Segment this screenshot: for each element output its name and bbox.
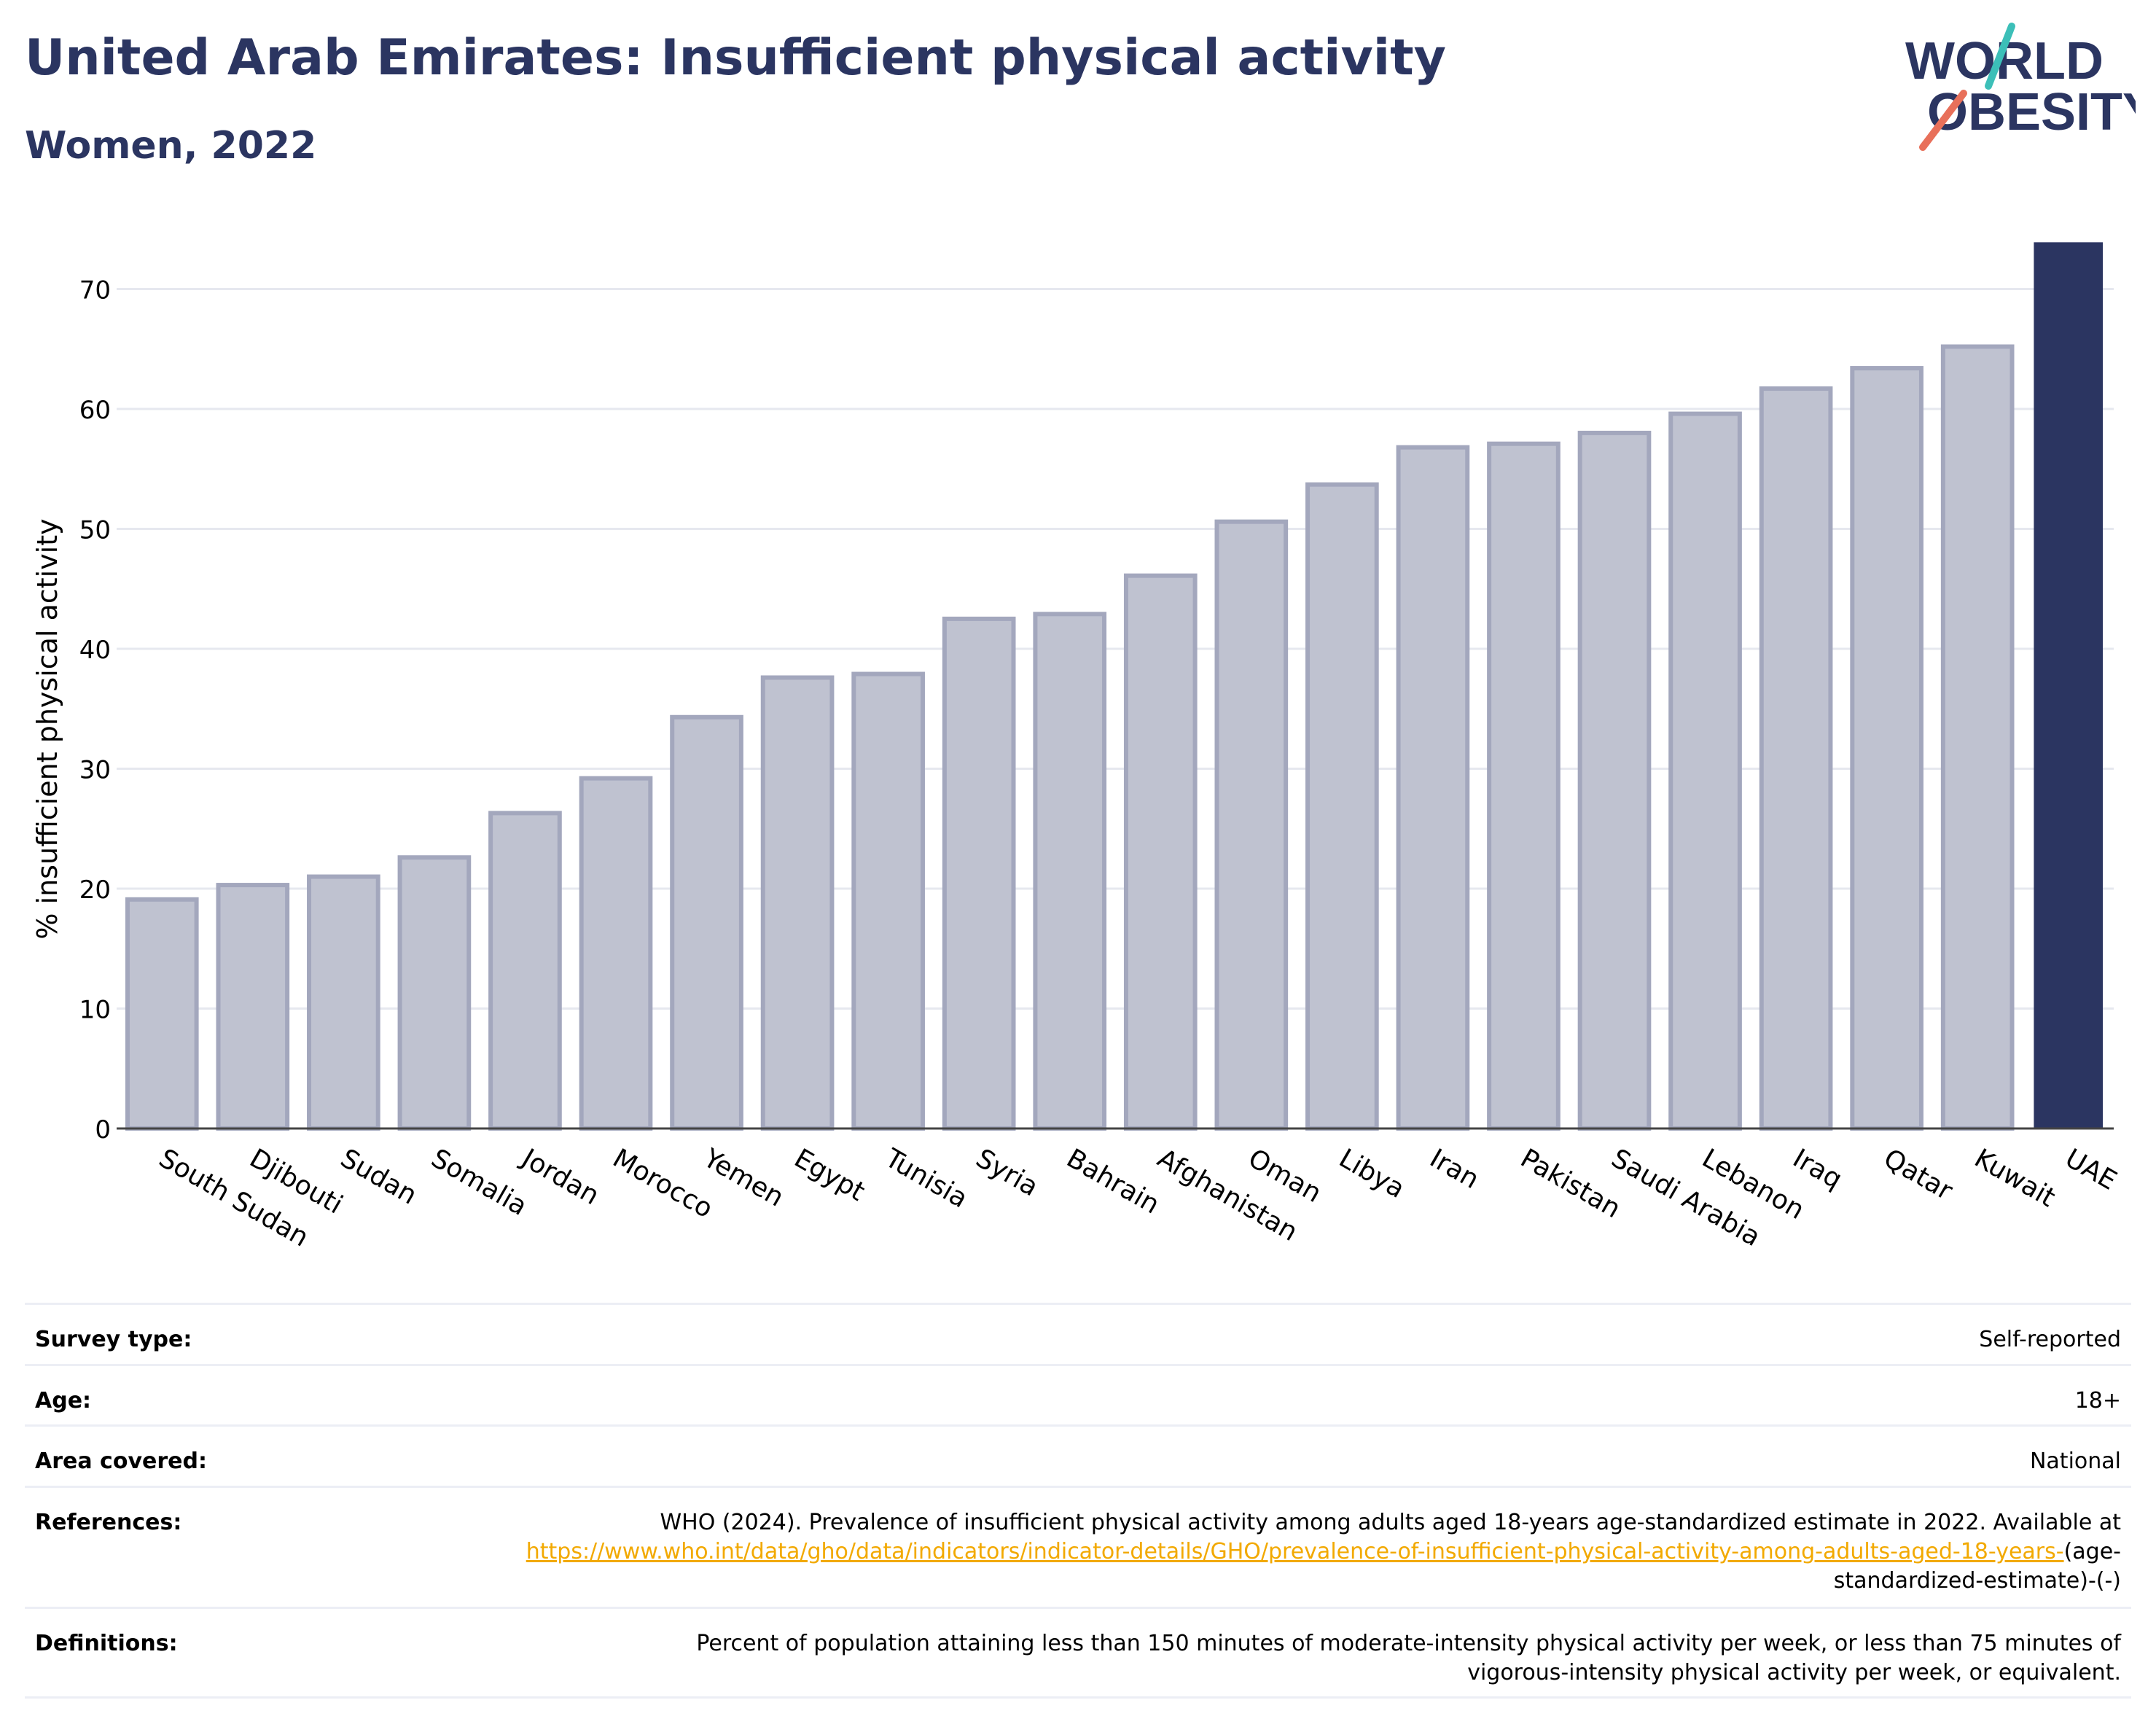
x-tick-label: Pakistan	[1515, 1143, 1625, 1224]
bar-somalia[interactable]	[397, 855, 472, 1131]
x-tick-label: South Sudan	[154, 1143, 313, 1252]
bar-qatar[interactable]	[1850, 366, 1923, 1131]
references-label: References:	[35, 1510, 182, 1535]
bar-djibouti[interactable]	[216, 883, 290, 1131]
area-covered-value: National	[2029, 1449, 2121, 1474]
x-tick-label: Somalia	[426, 1143, 532, 1222]
chart-subtitle: Women, 2022	[25, 124, 317, 168]
info-row-age: Age: 18+	[25, 1364, 2131, 1424]
references-link[interactable]: https://www.who.int/data/gho/data/indica…	[526, 1539, 2064, 1564]
bar-lebanon[interactable]	[1668, 411, 1742, 1131]
bar-libya[interactable]	[1305, 482, 1379, 1131]
bar-afghanistan[interactable]	[1123, 573, 1198, 1131]
age-label: Age:	[35, 1388, 92, 1414]
y-tick-label: 40	[79, 636, 111, 665]
logo-stroke-teal	[1985, 23, 2015, 90]
y-tick-label: 70	[79, 276, 111, 305]
bar-pakistan[interactable]	[1487, 441, 1561, 1131]
age-value: 18+	[2074, 1388, 2121, 1414]
x-tick-label: Qatar	[1878, 1143, 1957, 1206]
info-row-definitions: Definitions: Percent of population attai…	[25, 1607, 2131, 1699]
y-tick-label: 0	[95, 1115, 111, 1145]
x-tick-label: Iraq	[1788, 1143, 1847, 1195]
bar-oman[interactable]	[1214, 519, 1289, 1131]
bar-bahrain[interactable]	[1033, 612, 1107, 1131]
bar-morocco[interactable]	[579, 776, 653, 1131]
info-table: Survey type: Self-reported Age: 18+ Area…	[25, 1303, 2131, 1699]
x-tick-label: Tunisia	[879, 1143, 972, 1214]
bar-kuwait[interactable]	[1940, 344, 2015, 1131]
x-tick-label: Sudan	[335, 1143, 422, 1210]
bar-syria[interactable]	[942, 616, 1016, 1131]
definitions-value: Percent of population attaining less tha…	[696, 1631, 2121, 1685]
survey-type-label: Survey type:	[35, 1327, 192, 1352]
bar-egypt[interactable]	[760, 675, 835, 1131]
bar-iran[interactable]	[1396, 445, 1470, 1131]
bar-uae[interactable]	[2034, 242, 2104, 1129]
x-tick-label: Kuwait	[1969, 1143, 2061, 1213]
y-tick-label: 50	[79, 516, 111, 545]
bars	[117, 242, 2114, 1131]
logo-text-obesity: OBESITY	[1927, 83, 2136, 141]
references-value: WHO (2024). Prevalence of insufficient p…	[517, 1488, 2121, 1607]
info-row-survey-type: Survey type: Self-reported	[25, 1303, 2131, 1364]
references-text: WHO (2024). Prevalence of insufficient p…	[660, 1510, 2121, 1535]
y-tick-label: 10	[79, 996, 111, 1025]
x-tick-label: Bahrain	[1061, 1143, 1164, 1220]
bar-saudi-arabia[interactable]	[1577, 430, 1652, 1131]
y-tick-label: 30	[79, 756, 111, 785]
bar-south-sudan[interactable]	[125, 897, 199, 1131]
definitions-label: Definitions:	[35, 1631, 178, 1656]
y-tick-label: 60	[79, 396, 111, 425]
x-tick-label: Iran	[1425, 1143, 1484, 1195]
y-tick-labels: 0 10 20 30 40 50 60 70	[79, 276, 111, 1145]
x-tick-label: UAE	[2060, 1143, 2121, 1196]
info-row-references: References: WHO (2024). Prevalence of in…	[25, 1486, 2131, 1607]
chart-title: United Arab Emirates: Insufficient physi…	[25, 29, 1446, 87]
x-tick-label: Syria	[971, 1143, 1043, 1202]
y-axis-label: % insufficient physical activity	[31, 518, 63, 939]
area-covered-label: Area covered:	[35, 1449, 207, 1474]
world-obesity-logo: WORLD OBESITY	[1905, 23, 2136, 151]
x-tick-label: Libya	[1334, 1143, 1410, 1204]
references-suffix: (age-standardized-estimate)-(-)	[1833, 1539, 2121, 1594]
bar-jordan[interactable]	[488, 811, 562, 1131]
bar-yemen[interactable]	[670, 714, 743, 1131]
logo-stroke-coral	[1919, 90, 1967, 151]
survey-type-value: Self-reported	[1979, 1327, 2121, 1352]
y-tick-label: 20	[79, 876, 111, 905]
x-tick-label: Morocco	[608, 1143, 718, 1224]
bar-sudan[interactable]	[307, 874, 380, 1131]
bar-iraq[interactable]	[1759, 386, 1833, 1131]
bar-chart: 0 10 20 30 40 50 60 70 South SudanDjiboutiSudan…	[31, 242, 2122, 1253]
bar-tunisia[interactable]	[851, 671, 925, 1131]
x-tick-label: Egypt	[789, 1143, 870, 1206]
info-row-area-covered: Area covered: National	[25, 1424, 2131, 1486]
